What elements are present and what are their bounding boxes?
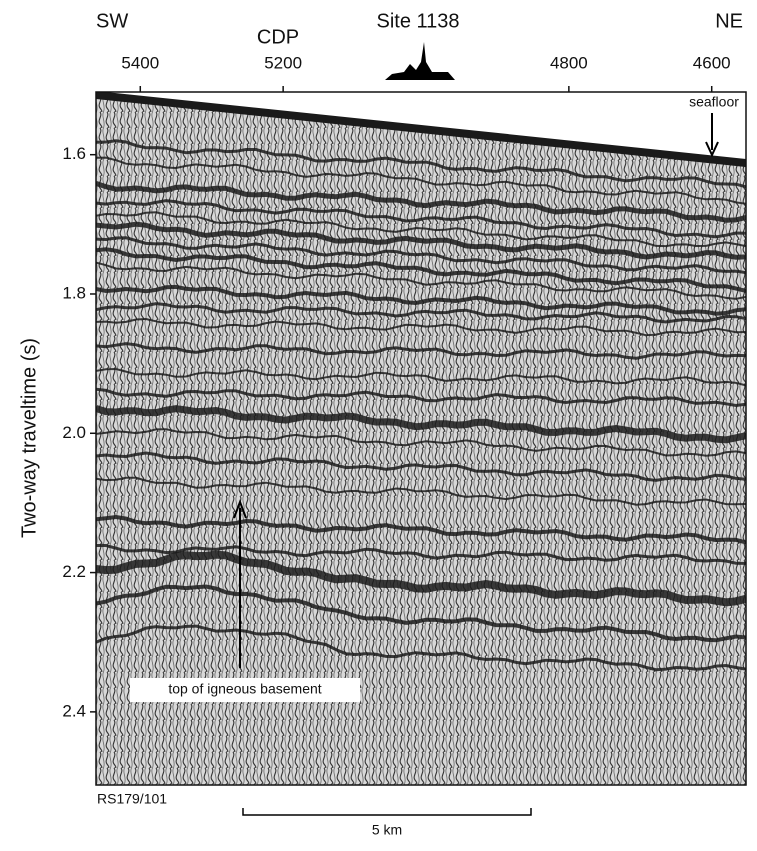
basement-arrow bbox=[233, 499, 247, 668]
reflector bbox=[96, 199, 746, 239]
reflector bbox=[96, 514, 746, 545]
reflector bbox=[96, 236, 746, 275]
basement-annotation: top of igneous basement bbox=[168, 681, 321, 697]
reflector bbox=[96, 624, 746, 672]
seafloor-reflector bbox=[96, 92, 746, 167]
scale-bar bbox=[242, 808, 532, 816]
y-tick-label: 1.6 bbox=[62, 144, 86, 163]
reflector bbox=[96, 405, 746, 444]
reflector bbox=[96, 317, 746, 337]
reflector bbox=[96, 181, 746, 223]
reflector bbox=[96, 284, 746, 316]
reflector bbox=[96, 476, 746, 506]
reflector bbox=[96, 367, 746, 387]
scale-bar-label: 5 km bbox=[372, 822, 402, 838]
x-tick-label: 5400 bbox=[121, 53, 159, 72]
y-tick-label: 1.8 bbox=[62, 283, 86, 302]
reflector bbox=[96, 221, 746, 260]
ship-icon bbox=[385, 42, 455, 80]
reflector bbox=[96, 247, 746, 293]
reflector bbox=[96, 544, 746, 565]
reflector bbox=[96, 387, 746, 408]
reflector bbox=[96, 550, 746, 607]
reflectors bbox=[96, 139, 746, 672]
annotation-box bbox=[130, 678, 360, 702]
site-label: Site 1138 bbox=[376, 10, 459, 32]
x-axis-label: CDP bbox=[257, 26, 299, 48]
reflector bbox=[96, 261, 746, 300]
reflector bbox=[96, 342, 746, 360]
reflector bbox=[96, 156, 746, 205]
y-tick-label: 2.0 bbox=[62, 423, 86, 442]
reflector bbox=[96, 139, 746, 189]
reflector bbox=[96, 451, 746, 482]
y-tick-label: 2.2 bbox=[62, 562, 86, 581]
x-tick-label: 4600 bbox=[693, 53, 731, 72]
sw-label: SW bbox=[96, 10, 128, 32]
reflector bbox=[96, 428, 746, 457]
seafloor-annotation: seafloor bbox=[689, 94, 739, 110]
x-tick-label: 4800 bbox=[550, 53, 588, 72]
y-axis-label: Two-way traveltime (s) bbox=[18, 338, 40, 538]
plot-frame bbox=[95, 91, 747, 786]
reflector bbox=[96, 211, 746, 248]
ne-label: NE bbox=[715, 10, 743, 32]
y-tick-label: 2.4 bbox=[62, 701, 86, 720]
x-tick-label: 5200 bbox=[264, 53, 302, 72]
reflector bbox=[96, 584, 746, 643]
seismic-section bbox=[96, 92, 746, 785]
seafloor-arrow bbox=[705, 113, 719, 158]
line-name: RS179/101 bbox=[97, 791, 167, 807]
reflector bbox=[96, 302, 746, 324]
